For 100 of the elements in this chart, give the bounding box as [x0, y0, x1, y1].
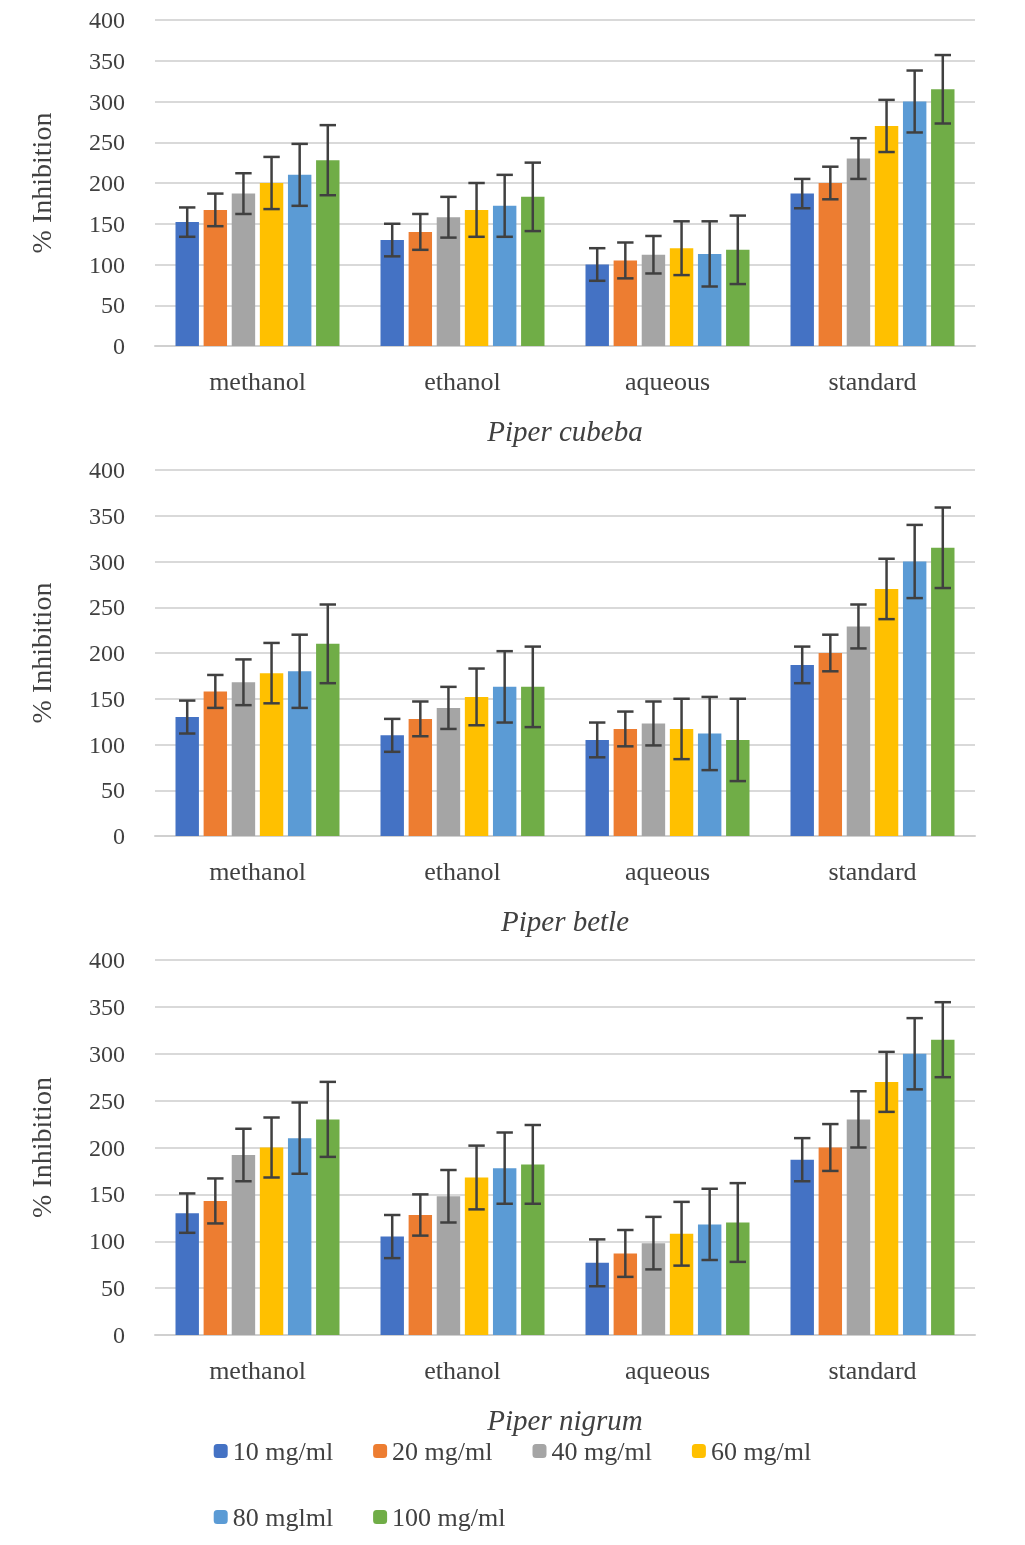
bar	[436, 217, 461, 346]
x-tick-label: standard	[828, 856, 917, 886]
bar	[259, 183, 284, 346]
legend-label: 100 mg/ml	[392, 1502, 506, 1532]
bar	[521, 686, 545, 836]
bar	[408, 231, 433, 346]
y-tick-label: 250	[89, 129, 125, 156]
bar	[902, 561, 927, 836]
y-tick-label: 400	[89, 947, 125, 973]
bar	[874, 1081, 899, 1335]
y-tick-label: 0	[113, 333, 125, 359]
bar	[669, 728, 694, 836]
bar	[613, 728, 638, 836]
y-tick-label: 350	[89, 993, 125, 1020]
y-axis-title: % Inhibition	[25, 1077, 57, 1218]
bar	[231, 1155, 256, 1335]
y-tick-label: 300	[89, 1040, 125, 1067]
bar	[726, 249, 750, 346]
bar	[436, 707, 461, 836]
bar	[380, 735, 404, 836]
y-tick-label: 400	[89, 457, 125, 483]
bar	[175, 717, 199, 836]
bar	[585, 264, 609, 346]
y-tick-label: 250	[89, 1087, 125, 1114]
y-tick-label: 150	[89, 210, 125, 237]
x-tick-label: aqueous	[624, 1355, 711, 1385]
bar	[697, 733, 722, 836]
y-axis-title: % Inhibition	[25, 582, 57, 724]
y-tick-label: 200	[89, 640, 125, 666]
x-tick-label: ethanol	[424, 1355, 501, 1385]
bar	[931, 89, 955, 346]
bar	[259, 1147, 284, 1335]
y-tick-label: 250	[89, 594, 125, 621]
bar	[408, 1215, 433, 1335]
bar	[846, 626, 871, 836]
bar	[436, 1196, 461, 1335]
bar	[818, 183, 843, 346]
x-tick-label: methanol	[209, 856, 306, 886]
bar	[697, 1224, 722, 1335]
y-tick-label: 50	[101, 1275, 125, 1302]
bar	[464, 209, 489, 346]
bar	[316, 160, 340, 346]
bar	[464, 696, 489, 836]
bar	[790, 664, 814, 836]
bar	[464, 1177, 489, 1335]
bar	[790, 193, 814, 346]
y-tick-label: 350	[89, 47, 125, 74]
bar	[641, 723, 666, 836]
bar	[790, 1159, 814, 1335]
bar	[521, 1164, 545, 1335]
bar	[902, 101, 927, 346]
bar	[874, 588, 899, 836]
bar	[846, 1119, 871, 1335]
bar	[726, 739, 750, 836]
legend-label: 80 mglml	[232, 1502, 334, 1532]
bar	[203, 691, 228, 836]
bar	[203, 1200, 228, 1335]
y-tick-label: 50	[101, 777, 125, 804]
x-tick-label: methanol	[209, 1355, 306, 1385]
bar	[287, 174, 312, 346]
bar	[613, 260, 638, 346]
y-tick-label: 0	[113, 1322, 125, 1348]
bar	[669, 248, 694, 346]
y-tick-label: 50	[101, 292, 125, 319]
y-tick-label: 150	[89, 685, 125, 712]
bar	[380, 240, 404, 346]
y-axis-title: % Inhibition	[25, 112, 57, 254]
bar	[492, 686, 517, 836]
bar	[613, 1253, 638, 1335]
x-tick-label: aqueous	[624, 366, 711, 396]
bar	[492, 205, 517, 346]
bar	[316, 1119, 340, 1335]
bar	[231, 682, 256, 836]
y-tick-label: 200	[89, 1134, 125, 1161]
x-axis-title: Piper betle	[499, 904, 630, 937]
legend-label: 20 mg/ml	[392, 1436, 493, 1466]
x-tick-label: ethanol	[424, 856, 501, 886]
bar	[902, 1053, 927, 1335]
bar	[492, 1168, 517, 1335]
bar	[669, 1233, 694, 1335]
x-axis-title: Piper cubeba	[486, 414, 643, 447]
bar	[641, 254, 666, 346]
x-axis-title: Piper nigrum	[486, 1403, 643, 1436]
bar	[585, 1262, 609, 1335]
bar	[316, 643, 340, 836]
bar	[846, 158, 871, 346]
y-tick-label: 100	[89, 251, 125, 278]
y-tick-label: 0	[113, 823, 125, 849]
y-tick-label: 100	[89, 1228, 125, 1255]
bar	[175, 222, 199, 346]
bar	[287, 671, 312, 836]
bar	[697, 253, 722, 346]
bar	[175, 1213, 199, 1335]
y-tick-label: 200	[89, 170, 125, 196]
bar	[874, 125, 899, 346]
bar	[231, 193, 256, 346]
x-tick-label: standard	[828, 1355, 917, 1385]
bar	[585, 739, 609, 836]
bar	[408, 718, 433, 836]
legend-label: 60 mg/ml	[710, 1436, 812, 1466]
